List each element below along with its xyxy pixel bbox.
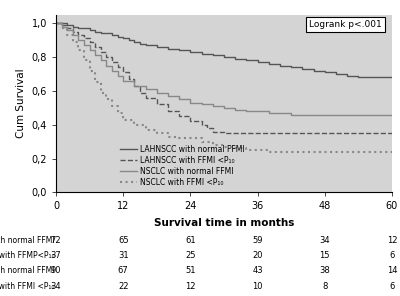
Text: LAHNSCC with normal FFMI: LAHNSCC with normal FFMI [0,236,54,245]
Legend: LAHNSCC with normal FFMI, LAHNSCC with FFMI <P₁₀, NSCLC with normal FFMI, NSCLC : LAHNSCC with normal FFMI, LAHNSCC with F… [120,145,245,187]
Text: LAHNSCC with FFMP<P₁₀: LAHNSCC with FFMP<P₁₀ [0,251,54,260]
Text: NSCLC with normal FFMI: NSCLC with normal FFMI [0,266,54,275]
Text: 31: 31 [118,251,128,260]
Text: 15: 15 [320,251,330,260]
Text: 12: 12 [185,282,196,291]
Text: 6: 6 [389,251,395,260]
Text: 20: 20 [252,251,263,260]
Text: 25: 25 [185,251,196,260]
Y-axis label: Cum Survival: Cum Survival [16,69,26,139]
Text: Logrank p<.001: Logrank p<.001 [309,20,382,29]
Text: 90: 90 [51,266,61,275]
Text: 34: 34 [51,282,61,291]
Text: 14: 14 [387,266,397,275]
Text: 22: 22 [118,282,128,291]
Text: 8: 8 [322,282,328,291]
Text: 72: 72 [51,236,61,245]
Text: 38: 38 [320,266,330,275]
Text: 43: 43 [252,266,263,275]
Text: Survival time in months: Survival time in months [154,218,294,229]
Text: 12: 12 [387,236,397,245]
Text: 51: 51 [185,266,196,275]
Text: 61: 61 [185,236,196,245]
Text: 34: 34 [320,236,330,245]
Text: 67: 67 [118,266,128,275]
Text: 6: 6 [389,282,395,291]
Text: 59: 59 [252,236,263,245]
Text: 10: 10 [252,282,263,291]
Text: 65: 65 [118,236,128,245]
Text: 37: 37 [51,251,61,260]
Text: NSCLC with FFMI <P₁₀: NSCLC with FFMI <P₁₀ [0,282,54,291]
